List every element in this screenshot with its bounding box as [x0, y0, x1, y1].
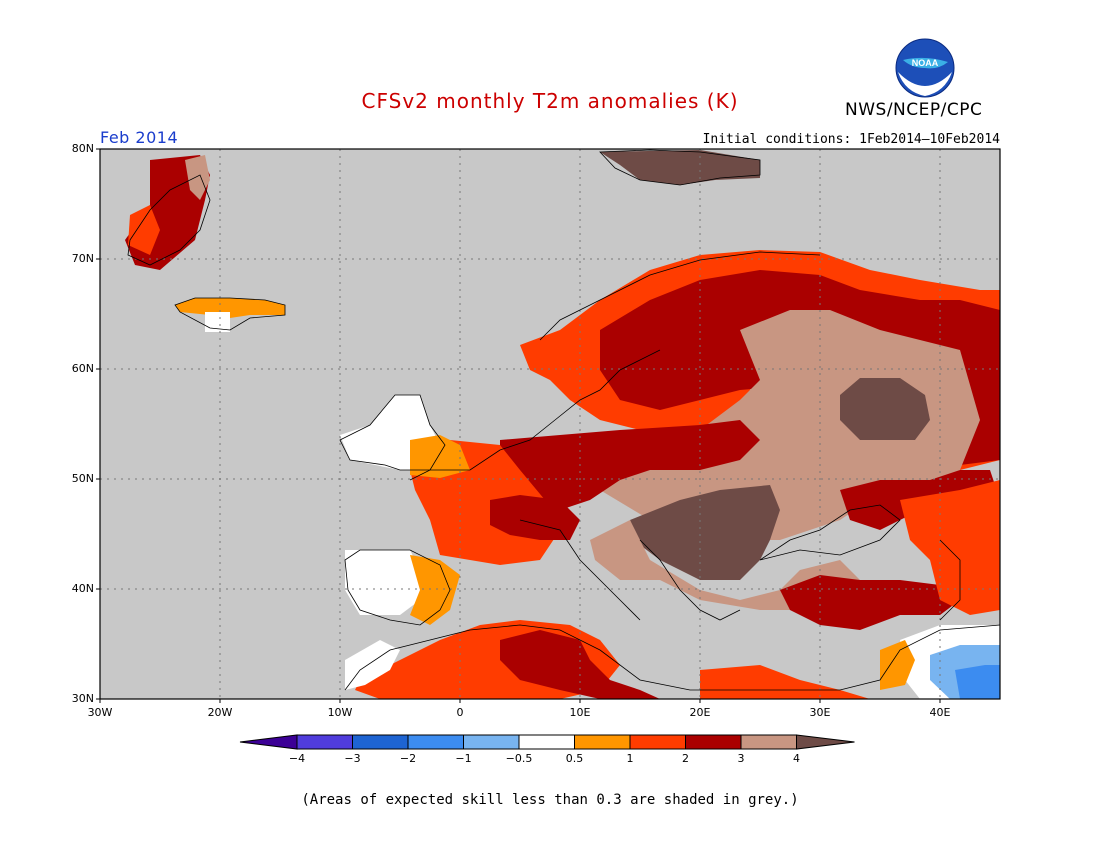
uk-orange — [410, 435, 470, 478]
lon-label: 20W — [207, 706, 233, 719]
axis-ticks — [96, 148, 941, 703]
greenland-orange — [128, 205, 160, 255]
colorbar-label: 1 — [626, 752, 634, 765]
lon-label: 10W — [327, 706, 353, 719]
colorbar-swatch — [463, 734, 520, 750]
central-europe-red — [500, 420, 760, 510]
greenland-tan — [185, 155, 210, 200]
anomaly-field — [125, 150, 1000, 699]
iceland-anomaly — [175, 298, 285, 318]
lat-label: 80N — [71, 142, 94, 155]
colorbar-label: 2 — [682, 752, 689, 765]
lon-label: 20E — [689, 706, 711, 719]
colorbar-swatch — [296, 734, 353, 750]
lon-label: 0 — [456, 706, 464, 719]
iberia-white — [345, 550, 420, 615]
iceland-white — [205, 312, 230, 332]
colorbar-swatch — [352, 734, 409, 750]
lon-label: 30E — [809, 706, 831, 719]
graticule — [100, 149, 1000, 699]
lat-label: 70N — [71, 252, 94, 265]
colorbar-swatch — [574, 734, 631, 750]
turkey-red — [780, 575, 960, 630]
lon-label: 10E — [569, 706, 591, 719]
svg-text:NOAA: NOAA — [912, 58, 939, 68]
north-africa-red — [500, 630, 660, 699]
colorbar-label: 3 — [737, 752, 745, 765]
colorbar-arrow-left — [239, 734, 298, 750]
libya-egypt-orange — [700, 665, 870, 699]
initial-conditions-label: Initial conditions: 1Feb2014–10Feb2014 — [702, 132, 1000, 147]
map-frame — [99, 148, 1001, 700]
svalbard-anomaly — [600, 150, 760, 185]
colorbar-swatch — [518, 734, 575, 750]
figure-title: CFSv2 monthly T2m anomalies (K) — [361, 89, 739, 113]
colorbar-swatch — [685, 734, 742, 750]
coastlines — [127, 149, 1001, 691]
org-label: NWS/NCEP/CPC — [845, 100, 983, 120]
caucasus-orange — [900, 480, 1000, 615]
lat-label: 60N — [71, 362, 94, 375]
iberia-orange — [410, 555, 460, 625]
noaa-logo: NOAA — [895, 38, 955, 98]
balkans-brown — [630, 485, 780, 580]
lon-label: 30W — [87, 706, 113, 719]
footnote: (Areas of expected skill less than 0.3 a… — [301, 792, 799, 808]
germany-red — [490, 495, 580, 540]
lon-label: 40E — [929, 706, 951, 719]
lat-label: 30N — [71, 692, 94, 705]
middle-east-blue — [955, 665, 1000, 699]
colorbar-label: −4 — [288, 752, 306, 765]
russia-brown — [840, 378, 930, 440]
colorbar-label: 4 — [793, 752, 800, 765]
colorbar-label: −3 — [344, 752, 361, 765]
levant-orange — [880, 640, 915, 690]
colorbar-swatch — [740, 734, 797, 750]
colorbar-label: −1 — [455, 752, 472, 765]
colorbar-label: −2 — [399, 752, 417, 765]
lat-label: 50N — [71, 472, 94, 485]
colorbar-swatch — [407, 734, 464, 750]
lat-label: 40N — [71, 582, 94, 595]
colorbar-arrow-right — [796, 734, 855, 750]
colorbar-label: 0.5 — [565, 752, 584, 765]
colorbar-swatch — [629, 734, 686, 750]
colorbar-label: −0.5 — [505, 752, 533, 765]
month-label: Feb 2014 — [100, 128, 179, 147]
